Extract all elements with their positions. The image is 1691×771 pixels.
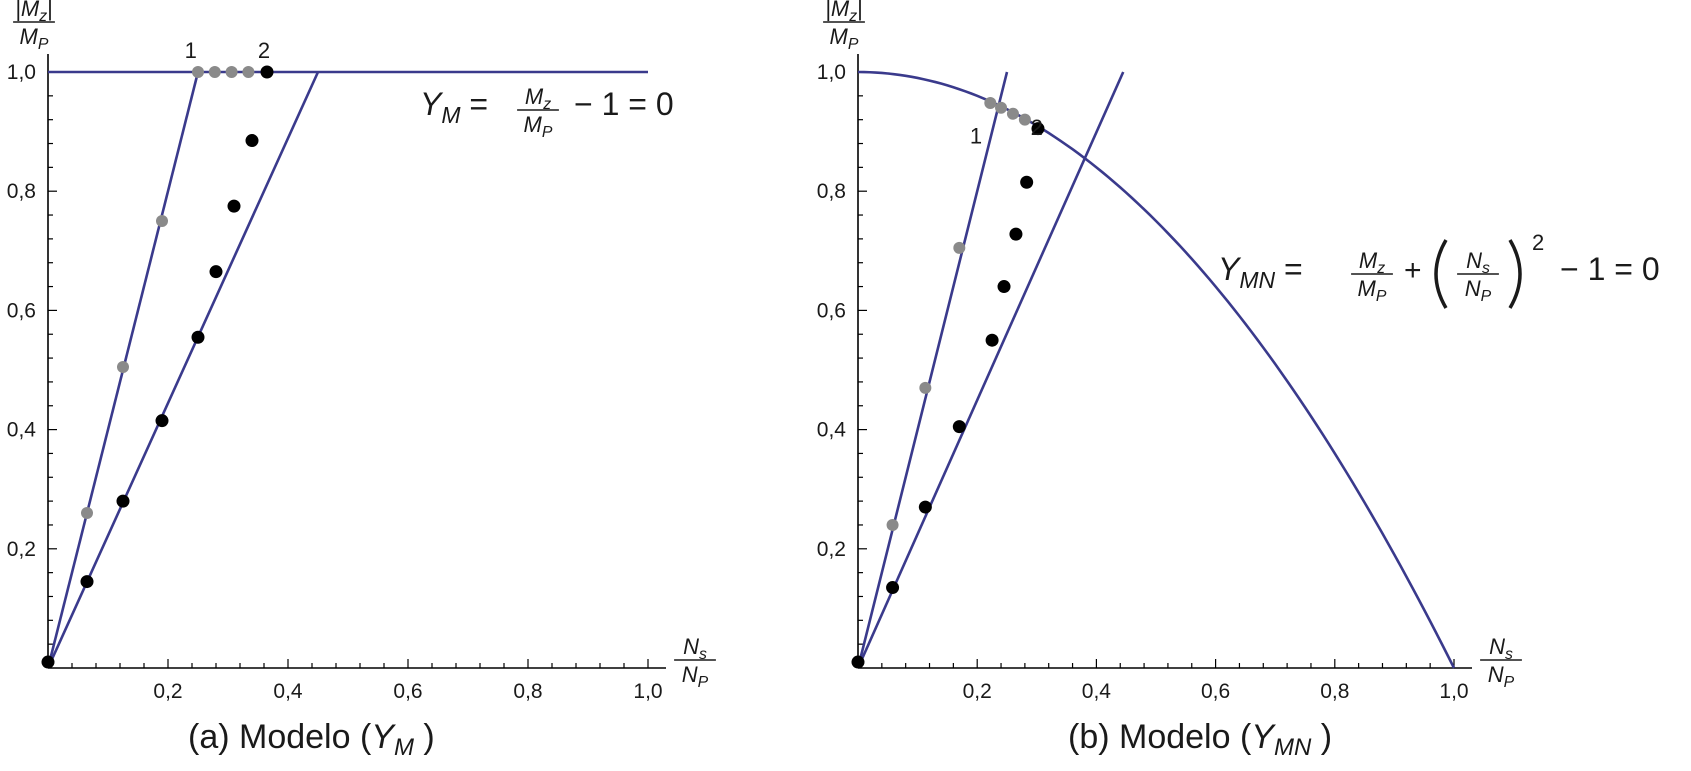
data-point-gray [225,66,238,78]
y-tick-label: 0,6 [817,299,846,322]
data-point-gray [984,96,997,109]
data-point-black [227,199,241,213]
x-tick-label: 0,4 [273,680,303,703]
line-path-2 [856,71,1125,669]
y-tick-label: 0,8 [817,180,846,203]
data-point-black [1009,227,1023,241]
x-tick-label: 0,2 [963,680,992,703]
y-axis-label-numerator: |Mz| [825,0,863,25]
curve-yield [857,70,1456,669]
data-point-gray [156,215,168,227]
panel-caption: (b) Modelo (YMN ) [1068,718,1332,761]
equation-paren-right [1508,239,1522,309]
data-point-black [997,280,1011,294]
x-tick-label: 1,0 [633,680,662,703]
data-point-gray [1018,113,1031,126]
data-point-gray [81,507,93,520]
data-point-gray [1006,107,1019,120]
data-point-black [191,330,205,344]
data-point-gray [117,361,129,374]
equation-tail: − 1 = 0 [1560,251,1660,287]
data-point-black [116,494,130,508]
x-tick-label: 0,8 [513,680,542,703]
x-axis-label-denominator: NP [1488,662,1515,691]
x-tick-label: 0,2 [153,680,182,703]
data-point-black [209,265,223,279]
data-point-gray [886,518,899,531]
x-axis-label-denominator: NP [682,662,709,691]
data-point-black [155,414,169,428]
y-tick-label: 0,6 [7,299,36,322]
equation-fraction-1-denominator: MP [1358,276,1387,305]
equation-fraction-1-numerator: Mz [1359,248,1385,277]
data-point-black [985,333,999,347]
y-tick-label: 0,4 [817,419,847,442]
data-point-gray [192,66,204,78]
data-point-black [886,581,900,595]
line-path-1 [856,71,1009,669]
x-tick-label: 0,6 [393,680,422,703]
data-point-black [918,500,932,514]
equation-lhs: YM = [420,86,488,128]
equation-fraction-2-denominator: NP [1465,276,1492,305]
y-tick-label: 0,2 [7,538,36,561]
annotation-label: 2 [258,38,270,63]
equation-fraction-2-numerator: Ns [1466,248,1490,277]
annotation-label: 2 [1031,115,1043,140]
panel-a: 0,2 0,4 0,6 0,8 1,00,20,40,60,81,0NsNP|Mz|MP… [7,0,716,761]
data-point-black [952,420,966,434]
data-point-black [80,575,94,589]
panel-b: 0,2 0,4 0,6 0,8 1,00,20,40,60,81,0NsNP|Mz|MP… [817,0,1660,761]
data-point-gray [995,101,1008,114]
x-axis-label-numerator: Ns [1489,634,1513,663]
x-tick-label: 0,4 [1082,680,1112,703]
y-tick-label: 1,0 [817,61,846,84]
data-point-black [245,134,259,148]
line-path-2 [46,71,320,669]
equation-paren-left [1434,239,1448,309]
data-point-black [260,65,274,79]
data-point-gray [208,66,221,78]
y-tick-label: 1,0 [7,61,36,84]
y-axis-label-denominator: MP [20,24,49,53]
panel-caption: (a) Modelo (YM ) [188,718,435,761]
equation-power: 2 [1532,230,1544,255]
data-point-black [41,655,55,669]
y-tick-label: 0,4 [7,419,37,442]
data-point-gray [242,66,255,78]
equation-tail: − 1 = 0 [574,86,674,122]
annotation-label: 1 [970,124,982,149]
data-point-gray [919,381,932,394]
equation-fraction-denominator: MP [524,112,553,141]
equation-plus: + [1404,254,1422,287]
y-axis-label-numerator: |Mz| [15,0,53,25]
x-tick-label: 0,6 [1201,680,1230,703]
data-point-black [851,655,865,669]
x-tick-label: 1,0 [1439,680,1468,703]
data-point-gray [953,241,966,254]
data-point-black [1031,122,1045,136]
y-tick-label: 0,8 [7,180,36,203]
annotation-label: 1 [185,38,197,63]
data-point-black [1020,175,1034,189]
equation-lhs: YMN = [1218,251,1303,293]
y-axis-label-denominator: MP [830,24,859,53]
x-tick-label: 0,8 [1320,680,1349,703]
x-axis-label-numerator: Ns [683,634,707,663]
equation-fraction-numerator: Mz [525,84,551,113]
y-tick-label: 0,2 [817,538,846,561]
